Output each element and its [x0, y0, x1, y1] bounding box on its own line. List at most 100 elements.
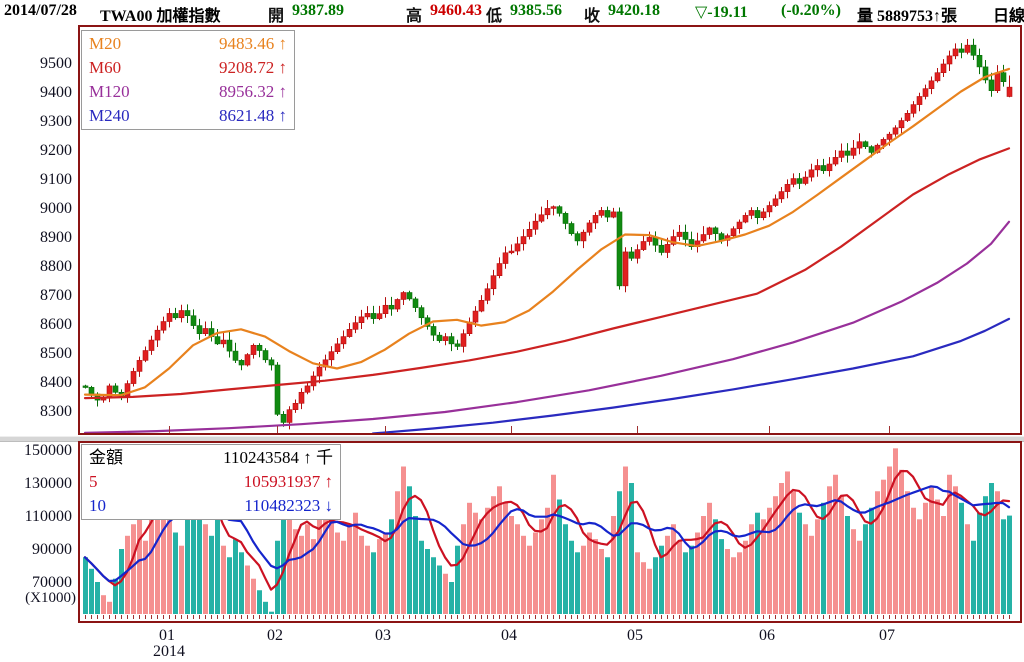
volume-bar[interactable] [785, 471, 790, 614]
volume-bar[interactable] [269, 611, 274, 614]
volume-bar[interactable] [431, 557, 436, 614]
volume-bar[interactable] [485, 507, 490, 614]
candle-body[interactable] [526, 229, 533, 237]
volume-bar[interactable] [605, 557, 610, 614]
candle-body[interactable] [436, 334, 443, 341]
volume-bar[interactable] [929, 486, 934, 614]
candle-body[interactable] [346, 329, 353, 337]
candle-body[interactable] [394, 299, 401, 310]
volume-bar[interactable] [365, 545, 370, 614]
candle-body[interactable] [580, 231, 587, 242]
candle-body[interactable] [802, 176, 809, 184]
volume-bar[interactable] [389, 519, 394, 614]
volume-bar[interactable] [851, 529, 856, 614]
volume-bar[interactable] [83, 557, 88, 614]
candle-body[interactable] [550, 206, 557, 209]
volume-bar[interactable] [539, 519, 544, 614]
candle-body[interactable] [880, 139, 887, 146]
volume-bar[interactable] [611, 516, 616, 614]
candle-body[interactable] [418, 307, 425, 319]
volume-bar[interactable] [359, 535, 364, 614]
volume-bar[interactable] [665, 535, 670, 614]
volume-bar[interactable] [701, 516, 706, 614]
candle-body[interactable] [142, 350, 149, 361]
volume-bar[interactable] [323, 502, 328, 614]
candle-body[interactable] [622, 251, 629, 287]
volume-bar[interactable] [149, 499, 154, 615]
volume-bar[interactable] [689, 545, 694, 614]
volume-bar[interactable] [965, 524, 970, 614]
volume-bar[interactable] [989, 483, 994, 614]
candle-body[interactable] [472, 310, 479, 323]
candle-body[interactable] [982, 66, 989, 81]
candle-body[interactable] [358, 316, 365, 323]
volume-bar[interactable] [89, 568, 94, 614]
volume-bar[interactable] [773, 496, 778, 614]
volume-bar[interactable] [905, 491, 910, 614]
candle-body[interactable] [634, 249, 641, 259]
volume-bar[interactable] [869, 507, 874, 614]
candle-body[interactable] [604, 210, 611, 218]
volume-bar[interactable] [263, 601, 268, 614]
candle-body[interactable] [1006, 86, 1013, 97]
candle-body[interactable] [172, 313, 179, 319]
volume-bar[interactable] [581, 545, 586, 614]
volume-bar[interactable] [587, 532, 592, 615]
volume-bar[interactable] [383, 532, 388, 615]
volume-bar[interactable] [497, 486, 502, 614]
candle-body[interactable] [952, 48, 959, 57]
volume-bar[interactable] [671, 524, 676, 614]
candle-body[interactable] [226, 339, 233, 352]
volume-bar[interactable] [563, 524, 568, 614]
candle-body[interactable] [886, 133, 893, 140]
candle-body[interactable] [592, 215, 599, 224]
volume-bar[interactable] [179, 545, 184, 614]
candle-body[interactable] [406, 292, 413, 300]
volume-bar[interactable] [107, 601, 112, 614]
candle-body[interactable] [232, 350, 239, 361]
volume-bar[interactable] [275, 540, 280, 614]
candle-body[interactable] [700, 234, 707, 242]
volume-bar[interactable] [971, 540, 976, 614]
volume-bar[interactable] [881, 479, 886, 614]
candle-body[interactable] [1000, 72, 1007, 82]
volume-bar[interactable] [557, 499, 562, 615]
candle-body[interactable] [706, 227, 713, 235]
candle-body[interactable] [814, 165, 821, 171]
volume-bar[interactable] [875, 491, 880, 614]
candle-body[interactable] [586, 222, 593, 233]
volume-bar[interactable] [425, 549, 430, 614]
candle-body[interactable] [244, 354, 251, 366]
candle-body[interactable] [262, 350, 269, 361]
volume-bar[interactable] [737, 552, 742, 614]
candle-body[interactable] [166, 313, 173, 322]
volume-bar[interactable] [617, 491, 622, 614]
candle-body[interactable] [544, 208, 551, 216]
volume-bar[interactable] [911, 507, 916, 614]
candle-body[interactable] [448, 336, 455, 345]
volume-bar[interactable] [695, 532, 700, 615]
volume-bar[interactable] [623, 466, 628, 615]
candle-body[interactable] [682, 231, 689, 240]
volume-bar[interactable] [725, 549, 730, 614]
volume-bar[interactable] [959, 502, 964, 614]
volume-bar[interactable] [731, 557, 736, 614]
candle-body[interactable] [940, 63, 947, 73]
candle-body[interactable] [832, 157, 839, 165]
candle-body[interactable] [598, 210, 605, 216]
volume-bar[interactable] [659, 545, 664, 614]
volume-bar[interactable] [647, 568, 652, 614]
volume-bar[interactable] [707, 502, 712, 614]
volume-bar[interactable] [125, 535, 130, 614]
candle-body[interactable] [712, 227, 719, 234]
volume-bar[interactable] [161, 486, 166, 614]
candle-body[interactable] [292, 402, 299, 410]
volume-bar[interactable] [923, 502, 928, 614]
volume-bar[interactable] [341, 540, 346, 614]
candle-body[interactable] [970, 44, 977, 56]
volume-bar[interactable] [257, 590, 262, 614]
volume-bar[interactable] [449, 582, 454, 614]
volume-bar[interactable] [467, 502, 472, 614]
candle-body[interactable] [496, 263, 503, 277]
candle-body[interactable] [688, 239, 695, 247]
